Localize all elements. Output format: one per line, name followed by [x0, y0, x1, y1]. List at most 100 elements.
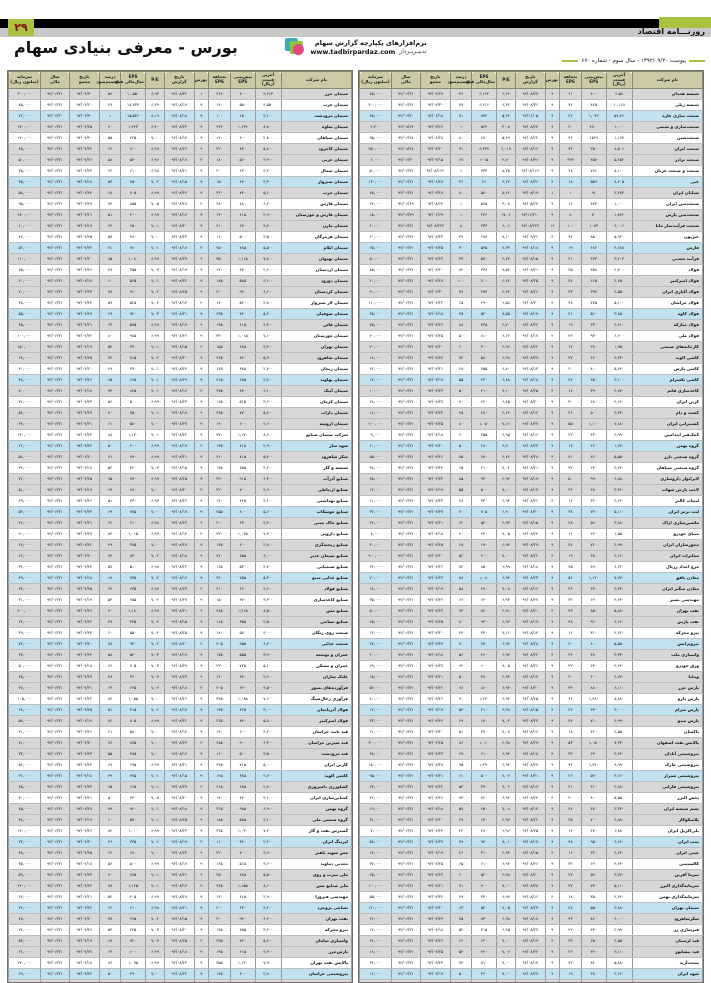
table-row[interactable]: کاغذسازی قائم ۲,۷۷۰ ۳۹۰ ۱۷ ۴ ۹۲/۰۸/۲۵ ۷,۱۰ ۴۱۰ ۵… [359, 385, 703, 397]
table-row[interactable]: شیشه و گاز ۳,۲۰۰ ۴۵۵ ۱۴۵ ۹ ۹۲/۰۸/۱۵ ۷,۰۳ ۴۴۰ ۵۲ ۹… [8, 462, 352, 474]
table-row[interactable]: لنت ترمز ایران ۵,۱۱۰ ۷۴۰ ۳۸ ۹ ۹۲/۰۸/۲۰ ۶,۹۰ ۷۰۵… [359, 506, 703, 518]
table-row[interactable]: پمپ ایران ۶,۶۶۰ ۹۵۰ ۴۸ ۹ ۹۲/۰۸/۱۷ ۷,۰۱ ۹۲۰ ۷۹ ۹۲/… [359, 836, 703, 848]
table-row[interactable]: پتروشیمی آبادان ۴,۴۴۰ ۶۴۰ ۳۲ ۴ ۹۲/۰۸/۱۸ ۶,۹۴ ۶۱… [359, 748, 703, 760]
table-row[interactable]: قند ثابت خراسان ۴,۲۰۰ ۶۰۰ ۱۹۰ ۹ ۹۲/۰۸/۱۴ ۷,۰۰ ۵… [8, 726, 352, 738]
table-row[interactable]: ورق خودرو ۴,۴۴۰ ۶۳۰ ۳۲ ۹ ۹۲/۰۸/۲۶ ۷,۰۵ ۶۰۰ ۶۴ ۹۲/… [359, 660, 703, 672]
table-row[interactable]: سیمان هرمزگان ۳,۵۰۰ ۵۰۰ ۱۶۰ ۹ ۹۲/۰۸/۲۳ ۷,۰۰ ۴۸۰… [8, 231, 352, 243]
col-header-eps_f[interactable]: پیش‌بینی EPS [580, 71, 607, 89]
table-row[interactable]: صنایع آذرآب ۶,۴۰۰ ۹۱۵ ۲۹۰ ۹ ۹۲/۰۸/۲۵ ۶,۹۹ ۸۹۰ ۷۵… [8, 473, 352, 485]
table-row[interactable]: سیمان ارومیه ۴,۲۰۰ ۶۰۰ ۱۹۰ ۹ ۹۲/۰۸/۲۷ ۷,۰۰ ۵۸۰ ۶… [8, 418, 352, 430]
table-row[interactable]: سرمایه‌گذاری البرز ۵,۱۱۰ ۷۳۰ ۳۷ ۹ ۹۲/۰۸/۲۸ ۷,۰… [359, 880, 703, 892]
table-row[interactable]: معدنی دماوند ۳,۶۰۰ ۵۱۵ ۱۶۵ ۹ ۹۲/۰۸/۱۷ ۶,۹۹ ۵۰۰ ۵… [8, 858, 352, 870]
table-row[interactable]: کشتیرانی ایران ۷,۸۸۰ ۱,۱۰۰ ۵۵ ۹ ۹۲/۰۸/۲۷ ۷,۱۶ ۱… [359, 418, 703, 430]
table-row[interactable]: شهد ساز ۲,۹۰۰ ۴۱۵ ۱۳۵ ۴ ۹۲/۰۸/۱۹ ۶,۹۹ ۴۰۰ ۵۰ ۹۲/۰… [8, 440, 352, 452]
table-row[interactable]: کربن ایران ۴,۶۶۰ ۶۸۰ ۳۰ ۹ ۹۲/۰۸/۲۰ ۶,۸۵ ۶۴۰ ۷۰ ۹۲… [359, 396, 703, 408]
col-header-eps_9[interactable]: نه‌ماهه EPS [558, 71, 582, 89]
table-row[interactable]: شکرشاهرود ۶,۰۰۰ ۸۶۰ ۴۳ ۹ ۹۲/۰۸/۱۸ ۶,۹۸ ۸۳۰ ۷۵ ۹۲/… [359, 913, 703, 925]
col-header-bourse[interactable]: بورس [193, 71, 209, 89]
col-header-bourse[interactable]: بورس [544, 71, 560, 89]
table-row[interactable]: صنایع سیمان غدیر ۶,۰۰۰ ۸۵۵ ۲۷۰ ۹ ۹۲/۰۸/۱۸ ۷,۰۲… [8, 550, 352, 562]
table-row[interactable]: سیمان قائن ۴,۳۰۰ ۶۱۵ ۱۹۵ ۹ ۹۲/۰۸/۱۷ ۶,۹۹ ۵۹۵ ۶۳ ۹… [8, 319, 352, 331]
table-row[interactable]: سیمان حرب ۵,۱۰۰ ۷۳۰ ۲۳۰ ۹ ۹۲/۰۸/۲۴ ۶,۹۹ ۷۰۵ ۶۸ ۹۲… [8, 187, 352, 199]
table-row[interactable]: قند نیشابور ۳,۱۱۰ ۴۴۰ ۲۲ ۹ ۹۲/۰۸/۲۲ ۷,۰۷ ۴۲۰ ۵۴ ۹… [359, 946, 703, 958]
table-row[interactable]: فرآوری زغال‌سنگ ۷,۶۰۰ ۱,۰۸۵ ۳۴۵ ۹ ۹۲/۰۸/۲۶ ۷,۰… [8, 693, 352, 705]
table-row[interactable]: سیمان مازن ۴,۷۰۰ ۶۷۰ ۲۱۰ ۹ ۹۲/۰۸/۲۰ ۷,۰۱ ۶۵۰ ۶۴ ۹… [8, 220, 352, 232]
table-row[interactable]: قند شیرین خراسان ۶,۳۰۰ ۹۰۰ ۲۸۵ ۴ ۹۲/۰۸/۲۴ ۷,۰۰… [8, 737, 352, 749]
table-row[interactable]: گروه صنعتی سپاهان ۴,۴۴۰ ۶۳۰ ۳۲ ۹ ۹۲/۰۸/۲۱ ۷,۰۴… [359, 462, 703, 474]
table-row[interactable]: صنعت روی زنگان ۴,۰۰۰ ۵۷۰ ۱۸۰ ۹ ۹۲/۰۸/۲۵ ۷,۰۲ ۵۵… [8, 627, 352, 639]
table-row[interactable]: مبنای خودرو ۱,۵۵۰ ۲۲۰ ۱۱ ۹ ۹۲/۰۸/۲۴ ۷,۰۵ ۲۴۰ ۴۰ ۹… [359, 528, 703, 540]
table-row[interactable]: معادن منگنز ایران ۳,۳۳۰ ۴۷۰ ۲۴ ۹ ۹۲/۰۸/۱۶ ۷,۰۸… [359, 583, 703, 595]
table-row[interactable]: سیمان سبزوار ۳,۳۰۰ ۴۷۰ ۱۵۰ ۹ ۹۲/۰۸/۱۵ ۷,۰۲ ۴۵۰ ۵… [8, 176, 352, 188]
table-row[interactable]: سیمان غربی ۳,۹۰۰ ۵۶۰ ۱۸۰ ۴ ۹۲/۰۸/۱۷ ۶,۹۶ ۵۴۰ ۵۸ ۹… [8, 154, 352, 166]
table-row[interactable]: پلاسکوکار ۴,۸۸۰ ۷۰۰ ۳۵ ۹ ۹۲/۰۸/۲۲ ۶,۹۷ ۶۷۰ ۶۹ ۹۲/… [359, 814, 703, 826]
table-row[interactable]: سیمان داراب ۵,۴۰۰ ۷۷۰ ۲۴۵ ۹ ۹۲/۰۸/۱۸ ۷,۰۱ ۷۵۰ ۷۰… [8, 407, 352, 419]
table-row[interactable]: پارس مینو ۴,۹۹۰ ۷۱۰ ۳۶ ۹ ۹۲/۰۸/۲۳ ۷,۰۳ ۶۸۰ ۶۹ ۹۲/… [359, 715, 703, 727]
table-row[interactable]: مخابرات ایران ۲,۶۶۰ ۳۸۰ ۱۹ ۴ ۹۲/۰۸/۲۲ ۷,۰۰ ۴۰۰ ۵… [359, 550, 703, 562]
table-row[interactable]: کمباین‌سازی ایران ۳,۱۰۰ ۴۴۰ ۱۴۰ ۹ ۹۲/۰۸/۲۰ ۷,۰… [8, 792, 352, 804]
table-row[interactable]: ویتانا ۲,۷۷۰ ۴۰۰ ۲۰ ۹ ۹۲/۰۸/۱۷ ۶,۹۳ ۳۸۰ ۵۰ ۹۲/۰۴/… [359, 671, 703, 683]
table-row[interactable]: سیمان زنجان ۲,۷۰۰ ۳۸۵ ۱۲۵ ۹ ۹۲/۰۸/۲۴ ۷,۰۱ ۳۷۰ ۴۹… [8, 363, 352, 375]
col-header-cap[interactable]: سرمایه (میلیون ریال) [8, 71, 41, 89]
table-row[interactable]: صنعت ایران ۸,۵۰۱ ۲۵۰ ۷۳ ۹ ۹۲/۰۸/۱۶ ۶,۰۱۹ ۶,۳۳۷ ۹… [359, 143, 703, 155]
table-row[interactable]: صنایع کاغذسازی ۳,۳۰۰ ۴۷۰ ۱۵۰ ۹ ۹۲/۰۸/۲۷ ۷,۰۲ ۴۵… [8, 594, 352, 606]
table-row[interactable]: لامپ پارس شهاب ۳,۳۶۰ ۴۸۰ ۲۴ ۹ ۹۲/۰۸/۱۷ ۷,۰۰ ۵۰۰… [359, 484, 703, 496]
table-row[interactable]: گروه بهمن ۶,۹۰۰ ۹۸۵ ۳۱۵ ۹ ۹۲/۰۸/۱۸ ۷,۰۱ ۹۶۰ ۷۹ ۹۲… [8, 803, 352, 815]
table-row[interactable]: فولاد خراسان ۵,۱۰۰ ۷۷۵ ۲۸ ۴ ۹۲/۰۸/۳۰ ۶,۵۸ ۶۹۰ ۶۵… [359, 297, 703, 309]
col-header-eps_p[interactable]: EPS سال‌مالی قبل [115, 71, 146, 89]
table-row[interactable]: کاشی الوند ۲,۷۰۰ ۳۸۵ ۱۲۵ ۹ ۹۲/۰۸/۱۵ ۷,۰۱ ۳۷۵ ۴۹ ۹… [8, 770, 352, 782]
col-header-adate[interactable]: تاریخ مجمع [419, 71, 451, 89]
table-row[interactable]: صنایع ریخته‌گری ۲,۸۰۰ ۴۰۰ ۱۲۵ ۹ ۹۲/۰۸/۲۸ ۷,۰۰ ۳… [8, 539, 352, 551]
table-row[interactable]: محورسازان ایران ۴,۹۹۰ ۷۲۰ ۳۶ ۹ ۹۲/۰۸/۲۹ ۶,۹۳ ۶۹… [359, 539, 703, 551]
table-row[interactable]: تولید مواد اولیه۴,۳۳۰۶۲۰۳۱۹۹۲/۰۸/۲۱۶,۹۸۵… [359, 979, 703, 982]
table-row[interactable]: مهندسی نصیر ۴,۴۴۰ ۶۴۰ ۳۲ ۹ ۹۲/۰۸/۲۷ ۶,۹۳ ۶۲۰ ۶۶ ۹… [359, 594, 703, 606]
table-row[interactable]: قند مرودشت ۳,۵۰۰ ۵۰۰ ۱۶۰ ۹ ۹۲/۰۸/۱۶ ۷,۰۰ ۴۸۵ ۵۵ ۹… [8, 748, 352, 760]
table-row[interactable]: فولاد ۲,۷۰۰ ۳۵۸ ۲۵ ۹ ۹۲/۰۸/۲۱ ۷,۵۴ ۳۳۸ ۸۲ ۹۲/۰۴/۲… [359, 264, 703, 276]
table-row[interactable]: صنایع شیمیایی ۳,۷۰۰ ۵۳۰ ۱۶۵ ۹ ۹۲/۰۸/۲۲ ۶,۹۸ ۵۱۰… [8, 561, 352, 573]
table-row[interactable]: غلتک سازان ۲,۶۰۰ ۳۷۰ ۱۲۰ ۹ ۹۲/۰۸/۲۳ ۷,۰۳ ۳۶۰ ۴۸ ۹… [8, 671, 352, 683]
table-row[interactable]: سخت‌آژند ۵,۸۸۰ ۸۴۰ ۴۲ ۹ ۹۲/۰۸/۱۷ ۷,۰۰ ۸۱۰ ۷۴ ۹۲/۰… [359, 957, 703, 969]
table-row[interactable]: سیمان خوزستان ۷,۱۰۰ ۱,۰۱۵ ۳۲۰ ۹ ۹۲/۰۸/۲۶ ۶,۹۹ ۹… [8, 330, 352, 342]
table-row[interactable]: پارس خزر ۶,۱۱۰ ۸۸۰ ۴۴ ۹ ۹۲/۰۸/۲۰ ۶,۹۴ ۸۶۰ ۷۶ ۹۲/۰… [359, 682, 703, 694]
col-header-adate[interactable]: تاریخ مجمع [68, 71, 100, 89]
table-row[interactable]: پاکسان ۲,۵۵۰ ۳۶۰ ۱۸ ۹ ۹۲/۰۸/۱۶ ۷,۰۸ ۳۷۰ ۵۱ ۹۲/۰۴/… [359, 726, 703, 738]
table-row[interactable]: صنایع نساجی ۲,۵۰۰ ۳۵۵ ۱۱۵ ۹ ۹۲/۰۸/۱۵ ۷,۰۴ ۳۴۵ ۴۷… [8, 616, 352, 628]
table-row[interactable]: صنایع غذایی مینو ۵,۳۰۰ ۷۵۵ ۲۴۰ ۹ ۹۲/۰۸/۱۶ ۷,۰۲… [8, 572, 352, 584]
table-row[interactable]: لیزینگ ایران ۲,۴۰۰ ۳۴۰ ۱۱۰ ۴ ۹۲/۰۸/۱۹ ۷,۰۶ ۳۳۵ ۴… [8, 836, 352, 848]
table-row[interactable]: سیمان شاهرود ۵,۹۰۰ ۸۴۰ ۲۶۵ ۹ ۹۲/۰۸/۲۰ ۷,۰۲ ۸۱۵ ۷… [8, 352, 352, 364]
table-row[interactable]: سیمان صوفیان ۵,۲۰۰ ۷۴۰ ۲۳۵ ۹ ۹۲/۰۸/۲۱ ۷,۰۳ ۷۲۰ ۶… [8, 308, 352, 320]
table-row[interactable]: کالسیمین ۴,۴۴۰ ۶۴۰ ۳۲ ۹ ۹۲/۰۸/۲۶ ۶,۹۴ ۶۱۰ ۶۵ ۹۲/۰… [359, 858, 703, 870]
table-row[interactable]: سیمان تهران ۳,۸۸۰ ۵۵۰ ۲۸ ۹ ۹۲/۰۸/۲۳ ۷,۰۵ ۵۳۰ ۶۳ ۹… [359, 902, 703, 914]
table-row[interactable]: فنرسازی زر ۲,۹۹۰ ۴۳۰ ۲۲ ۹ ۹۲/۰۸/۲۷ ۶,۹۵ ۴۱۵ ۵۲ ۹۲… [359, 924, 703, 936]
col-header-last[interactable]: آخرین قیمت (ریال) [254, 71, 282, 89]
col-header-div[interactable]: درصد تقسیم‌سود [96, 71, 122, 89]
table-row[interactable]: ملی سرب و روی ۵,۵۰۰ ۷۸۵ ۲۵۰ ۹ ۹۲/۰۸/۲۶ ۷,۰۱ ۷۶۵… [8, 869, 352, 881]
table-row[interactable]: ملی صنایع مس ۸,۱۰۰ ۱,۱۵۵ ۳۶۵ ۴ ۹۲/۰۸/۱۴ ۷,۰۱ ۱,… [8, 880, 352, 892]
table-row[interactable]: فارس ۴,۶۸۸ ۶۸۲ ۱۹ ۹ ۹۲/۰۸/۱۸ ۷,۳۳ ۵۴۵ ۳۰ ۹۲/۰۴/۲۵… [359, 242, 703, 254]
table-row[interactable]: فولاد آذربایجان ۳,۰۰۰ ۴۲۵ ۱۳۵ ۹ ۹۲/۰۸/۱۷ ۷,۰۶ ۴… [8, 704, 352, 716]
table-row[interactable]: پتروشیمی فارابی ۲,۸۸۰ ۴۱۰ ۲۱ ۹ ۹۲/۰۸/۱۹ ۷,۰۲ ۳۹… [359, 781, 703, 793]
table-row[interactable]: شیشه ریلی ۱۰,۱۶۸ ۸۲۵ ۷۴ ۹ ۹۲/۰۸/۳۶ ۶,۳۶ ۶,۲۱۶ ۷۷… [359, 99, 703, 111]
table-row[interactable]: پارس سرام ۳,۰۰۰ ۴۳۰ ۲۲ ۴ ۹۲/۰۸/۱۵ ۶,۹۸ ۴۱۰ ۵۴ ۹۲/… [359, 704, 703, 716]
table-row[interactable]: پتروشیمی خراسان ۲,۸۰۰ ۴۰۰ ۱۲۵ ۹ ۹۲/۰۸/۲۲ ۷,۰۰ ۳… [8, 968, 352, 980]
table-row[interactable]: غنی ۸,۲۰۵ ۵۵۹ ۱۸ ۴ ۹۲/۰۸/۳۶ ۶,۲۷ ۲۶ ۳۶ ۹۲/۰۶/۲۸ ۹۲… [359, 176, 703, 188]
table-row[interactable]: سیمان ایلام ۵,۵۰۰ ۷۸۵ ۲۵۰ ۴ ۹۲/۰۸/۱۸ ۷,۰۱ ۷۶۰ ۷۱… [8, 242, 352, 254]
table-row[interactable]: نفت بهران ۶,۶۰۰ ۹۴۰ ۳۰۰ ۹ ۹۲/۰۸/۱۵ ۷,۰۲ ۹۱۵ ۷۷ ۹۲… [8, 913, 352, 925]
table-row[interactable]: سیمان خزر ۴,۶۶۳ ۸۰۰ ۲۶۶ ۱ ۹۲/۰۸/۳۶ ۶,۹۳ ۱۰,۵۵۰ ۵… [8, 88, 352, 100]
table-row[interactable]: گروه صنعتی بارز ۵,۵۵۰ ۸۲۰ ۴۱ ۴ ۹۲/۰۸/۲۸ ۶,۷۶ ۷۸… [359, 451, 703, 463]
table-row[interactable]: فرآیند معدنی ۳,۲۰۳ ۴۷۳ ۲۱ ۹ ۹۲/۰۸/۱۵ ۶,۷۷ ۵۷۰ ۳۳… [359, 253, 703, 265]
table-row[interactable]: سیمان ساوه ۸,۸۰۰ ۱,۱۳۴ ۴۳۴ ۹ ۹۲/۰۸/۲۲ ۶,۴۰ ۱,۴۴… [8, 121, 352, 133]
table-row[interactable]: نفت پارس ۶,۶۶۰ ۹۶۰ ۴۸ ۹ ۹۲/۰۸/۱۹ ۶,۹۳ ۹۳۰ ۸۰ ۹۲/۰… [359, 616, 703, 628]
table-row[interactable]: پارس دارو ۸,۸۸۰ ۱,۲۸۰ ۶۴ ۹ ۹۲/۰۸/۲۵ ۶,۹۴ ۱,۲۴۰ ۹… [359, 693, 703, 705]
table-row[interactable]: عمران و مسکن ۵,۱۰۰ ۷۲۵ ۲۳۰ ۹ ۹۲/۰۸/۲۹ ۷,۰۳ ۷۰۵ ۶… [8, 660, 352, 672]
table-row[interactable]: مس شهید باهنر ۴,۹۰۰ ۷۰۰ ۲۲۰ ۹ ۹۲/۰۸/۲۲ ۷,۰۰ ۶۸۰… [8, 847, 352, 859]
col-header-name[interactable]: نام شرکت [280, 71, 352, 89]
table-row[interactable]: سیمان تهران ۳,۴۰۰ ۴۸۵ ۱۵۵ ۴ ۹۲/۰۸/۱۵ ۷,۰۱ ۴۷۰ ۵۴… [8, 341, 352, 353]
table-row[interactable]: کاشی الوند ۴,۳۳۰ ۶۲۰ ۳۷ ۹ ۹۲/۰۸/۲۹ ۶,۹۸ ۵۸۰ ۷۲ ۹۲… [359, 352, 703, 364]
table-row[interactable]: سیمان شمال ۴,۴۰۰ ۶۳۰ ۲۰۰ ۹ ۹۲/۰۸/۲۱ ۶,۹۸ ۶۱۰ ۶۲ ۹… [8, 165, 352, 177]
table-row[interactable]: صنعت‌مین ایران ۱,۰۰۰ ۴۸۳ ۱۶ ۹ ۹۲/۰۵/۶۴ ۳,۰۸ ۵۶۵… [359, 198, 703, 210]
table-row[interactable]: سیمان نهاوند ۴,۸۰۰ ۶۸۵ ۲۱۵ ۹ ۹۲/۰۸/۲۹ ۷,۰۱ ۶۶۵ ۶… [8, 374, 352, 386]
table-row[interactable]: صنعت غذایی ۶,۷۰۰ ۹۵۵ ۳۰۵ ۴ ۹۲/۰۸/۲۰ ۷,۰۲ ۹۳۰ ۷۸ ۹… [8, 638, 352, 650]
table-row[interactable]: سیمان غرب ۴,۵۵۰ ۵۵۰ ۱۴۰ ۹ ۹۲/۰۸/۱۹ ۶,۳۹ ۱۸,۷۳۳ ۴… [8, 99, 352, 111]
table-row[interactable]: فولاد مبارکه ۲,۲۱۰ ۳۳۰ ۱۹ ۹ ۹۲/۰۸/۲۴ ۶,۷۰ ۳۴۵ ۸۸… [359, 319, 703, 331]
